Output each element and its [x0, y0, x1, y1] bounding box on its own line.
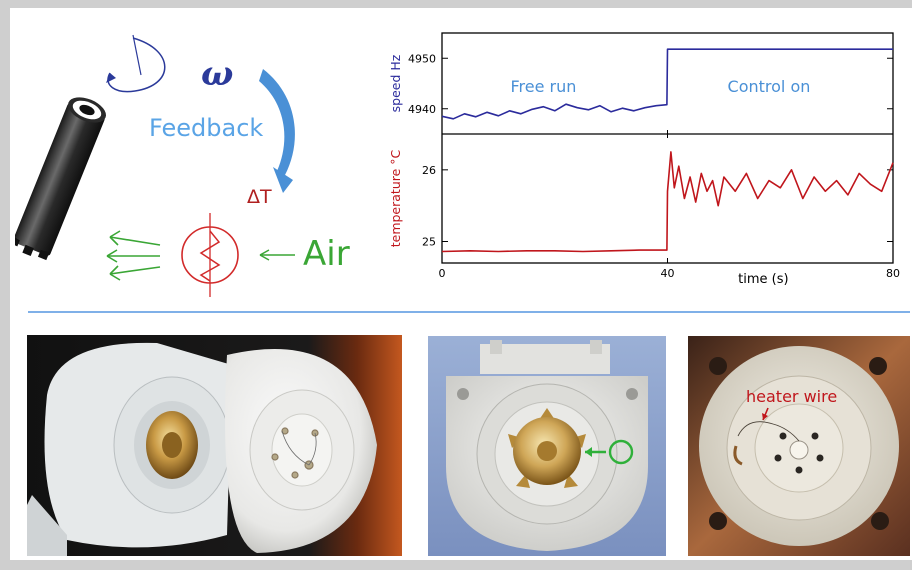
heater-wire-label: heater wire — [746, 387, 837, 406]
frame-border-left — [0, 0, 10, 570]
y-axis-label: speed Hz — [388, 54, 403, 112]
y-tick-label: 26 — [422, 164, 436, 177]
rotor-cylinder — [15, 97, 106, 261]
omega-label: ω — [201, 54, 233, 94]
feedback-arrow-icon — [259, 69, 295, 193]
section-divider — [28, 311, 910, 313]
heater-symbol-icon — [181, 213, 239, 297]
outflow-arrows-icon — [106, 230, 161, 281]
annotation-control-on: Control on — [728, 77, 811, 96]
x-axis-label: time (s) — [738, 272, 788, 287]
frame-border-top — [0, 0, 912, 8]
photo-rotor-front — [428, 336, 666, 556]
feedback-label: Feedback — [149, 114, 263, 142]
air-arrow-icon — [259, 249, 295, 261]
photo-open-housing — [27, 335, 402, 556]
y-axis-label: temperature °C — [388, 149, 403, 247]
annotation-free-run: Free run — [511, 77, 577, 96]
rotation-arrow-icon — [106, 34, 166, 93]
air-label: Air — [303, 234, 350, 274]
feedback-schematic: ω Feedback ΔT Air — [15, 34, 350, 297]
frame-border-bottom — [0, 560, 912, 570]
delta-t-label: ΔT — [247, 186, 272, 208]
x-tick-label: 40 — [661, 267, 675, 280]
x-tick-label: 80 — [886, 267, 900, 280]
series-line — [441, 48, 893, 120]
y-tick-label: 25 — [422, 236, 436, 249]
y-tick-label: 4950 — [408, 52, 436, 65]
x-tick-label: 0 — [439, 267, 446, 280]
series-line — [441, 151, 894, 253]
photo-heater-wire: heater wire — [688, 336, 910, 556]
speed-temperature-chart: 4940 4950 speed Hz 25 26 temperature °C 0 40 80 t… — [388, 32, 900, 287]
y-tick-label: 4940 — [408, 103, 436, 116]
